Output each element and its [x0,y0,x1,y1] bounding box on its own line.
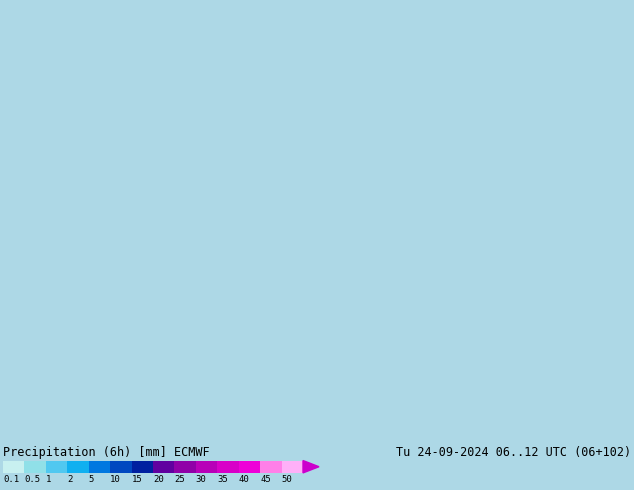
Bar [67,461,89,473]
Text: 0.1: 0.1 [3,475,19,484]
Text: 2: 2 [67,475,73,484]
Bar [132,461,153,473]
Text: 45: 45 [260,475,271,484]
Text: 1: 1 [46,475,51,484]
Text: 15: 15 [132,475,142,484]
Bar [239,461,260,473]
Polygon shape [303,461,319,473]
Text: Precipitation (6h) [mm] ECMWF: Precipitation (6h) [mm] ECMWF [3,446,210,459]
Bar [196,461,217,473]
Bar [153,461,174,473]
Bar [110,461,132,473]
Text: 20: 20 [153,475,164,484]
Text: 50: 50 [281,475,292,484]
Text: 25: 25 [174,475,185,484]
Bar [217,461,239,473]
Text: 5: 5 [89,475,94,484]
Text: 30: 30 [196,475,207,484]
Bar [260,461,281,473]
Bar [46,461,67,473]
Bar [174,461,196,473]
Bar [25,461,46,473]
Text: 40: 40 [239,475,249,484]
Text: 10: 10 [110,475,121,484]
Bar [281,461,303,473]
Text: 35: 35 [217,475,228,484]
Bar [89,461,110,473]
Bar [3,461,25,473]
Text: 0.5: 0.5 [25,475,41,484]
Text: Tu 24-09-2024 06..12 UTC (06+102): Tu 24-09-2024 06..12 UTC (06+102) [396,446,631,459]
